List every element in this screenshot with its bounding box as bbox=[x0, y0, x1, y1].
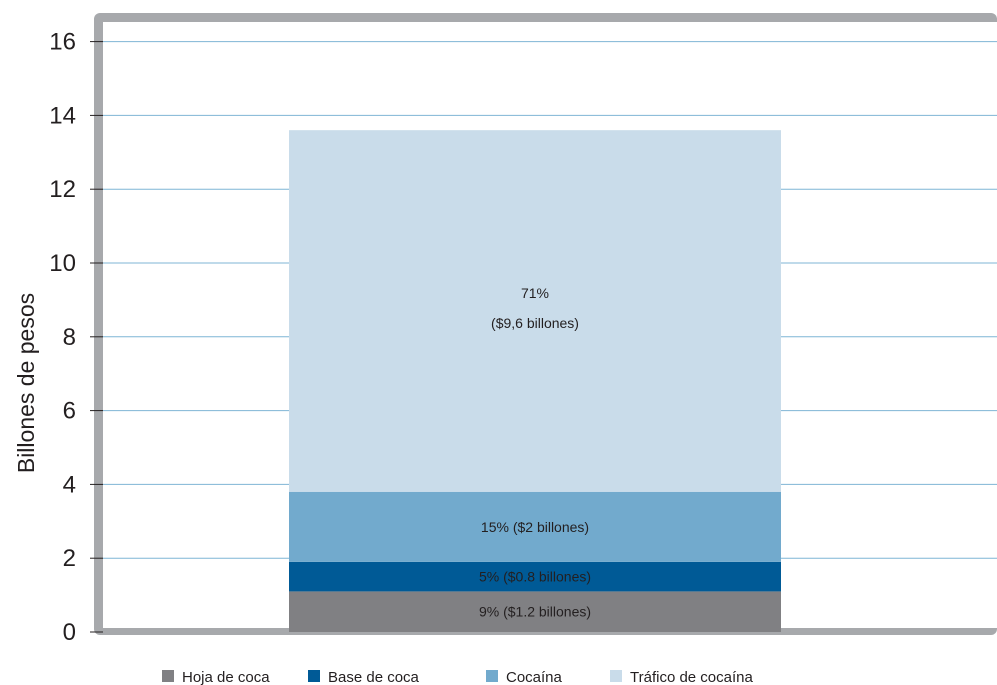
segment-label: 9% ($1.2 billones) bbox=[479, 604, 591, 620]
legend-label: Tráfico de cocaína bbox=[630, 669, 753, 685]
y-tick-label: 8 bbox=[63, 324, 76, 351]
bar-segment bbox=[289, 561, 781, 592]
segment-labels: 9% ($1.2 billones) 5% ($0.8 billones) 15% … bbox=[479, 285, 591, 620]
bar-segment bbox=[289, 130, 781, 492]
y-tick-label: 12 bbox=[49, 176, 76, 203]
segment-label-value: ($9,6 billones) bbox=[491, 315, 579, 331]
legend: Hoja de coca Base de coca Cocaína Tráfico d… bbox=[162, 669, 753, 685]
bar-stack bbox=[289, 130, 781, 632]
legend-label: Base de coca bbox=[328, 669, 420, 685]
y-tick-label: 2 bbox=[63, 545, 76, 572]
y-axis-title: Billones de pesos bbox=[13, 293, 39, 473]
y-axis: 0 2 4 6 8 10 12 14 16 bbox=[49, 29, 103, 646]
y-tick-label: 4 bbox=[63, 471, 76, 498]
legend-swatch bbox=[162, 670, 174, 682]
y-tick-label: 6 bbox=[63, 398, 76, 425]
segment-label: 71% bbox=[521, 285, 549, 301]
y-tick-label: 10 bbox=[49, 250, 76, 277]
segment-label: 15% ($2 billones) bbox=[481, 519, 589, 535]
legend-swatch bbox=[308, 670, 320, 682]
bar-segment bbox=[289, 591, 781, 632]
legend-swatch bbox=[486, 670, 498, 682]
legend-label: Hoja de coca bbox=[182, 669, 270, 685]
segment-label: 5% ($0.8 billones) bbox=[479, 569, 591, 585]
bar-segment bbox=[289, 491, 781, 562]
y-tick-label: 16 bbox=[49, 29, 76, 56]
y-tick-label: 14 bbox=[49, 102, 76, 129]
legend-swatch bbox=[610, 670, 622, 682]
y-tick-label: 0 bbox=[63, 619, 76, 646]
legend-label: Cocaína bbox=[506, 669, 563, 685]
